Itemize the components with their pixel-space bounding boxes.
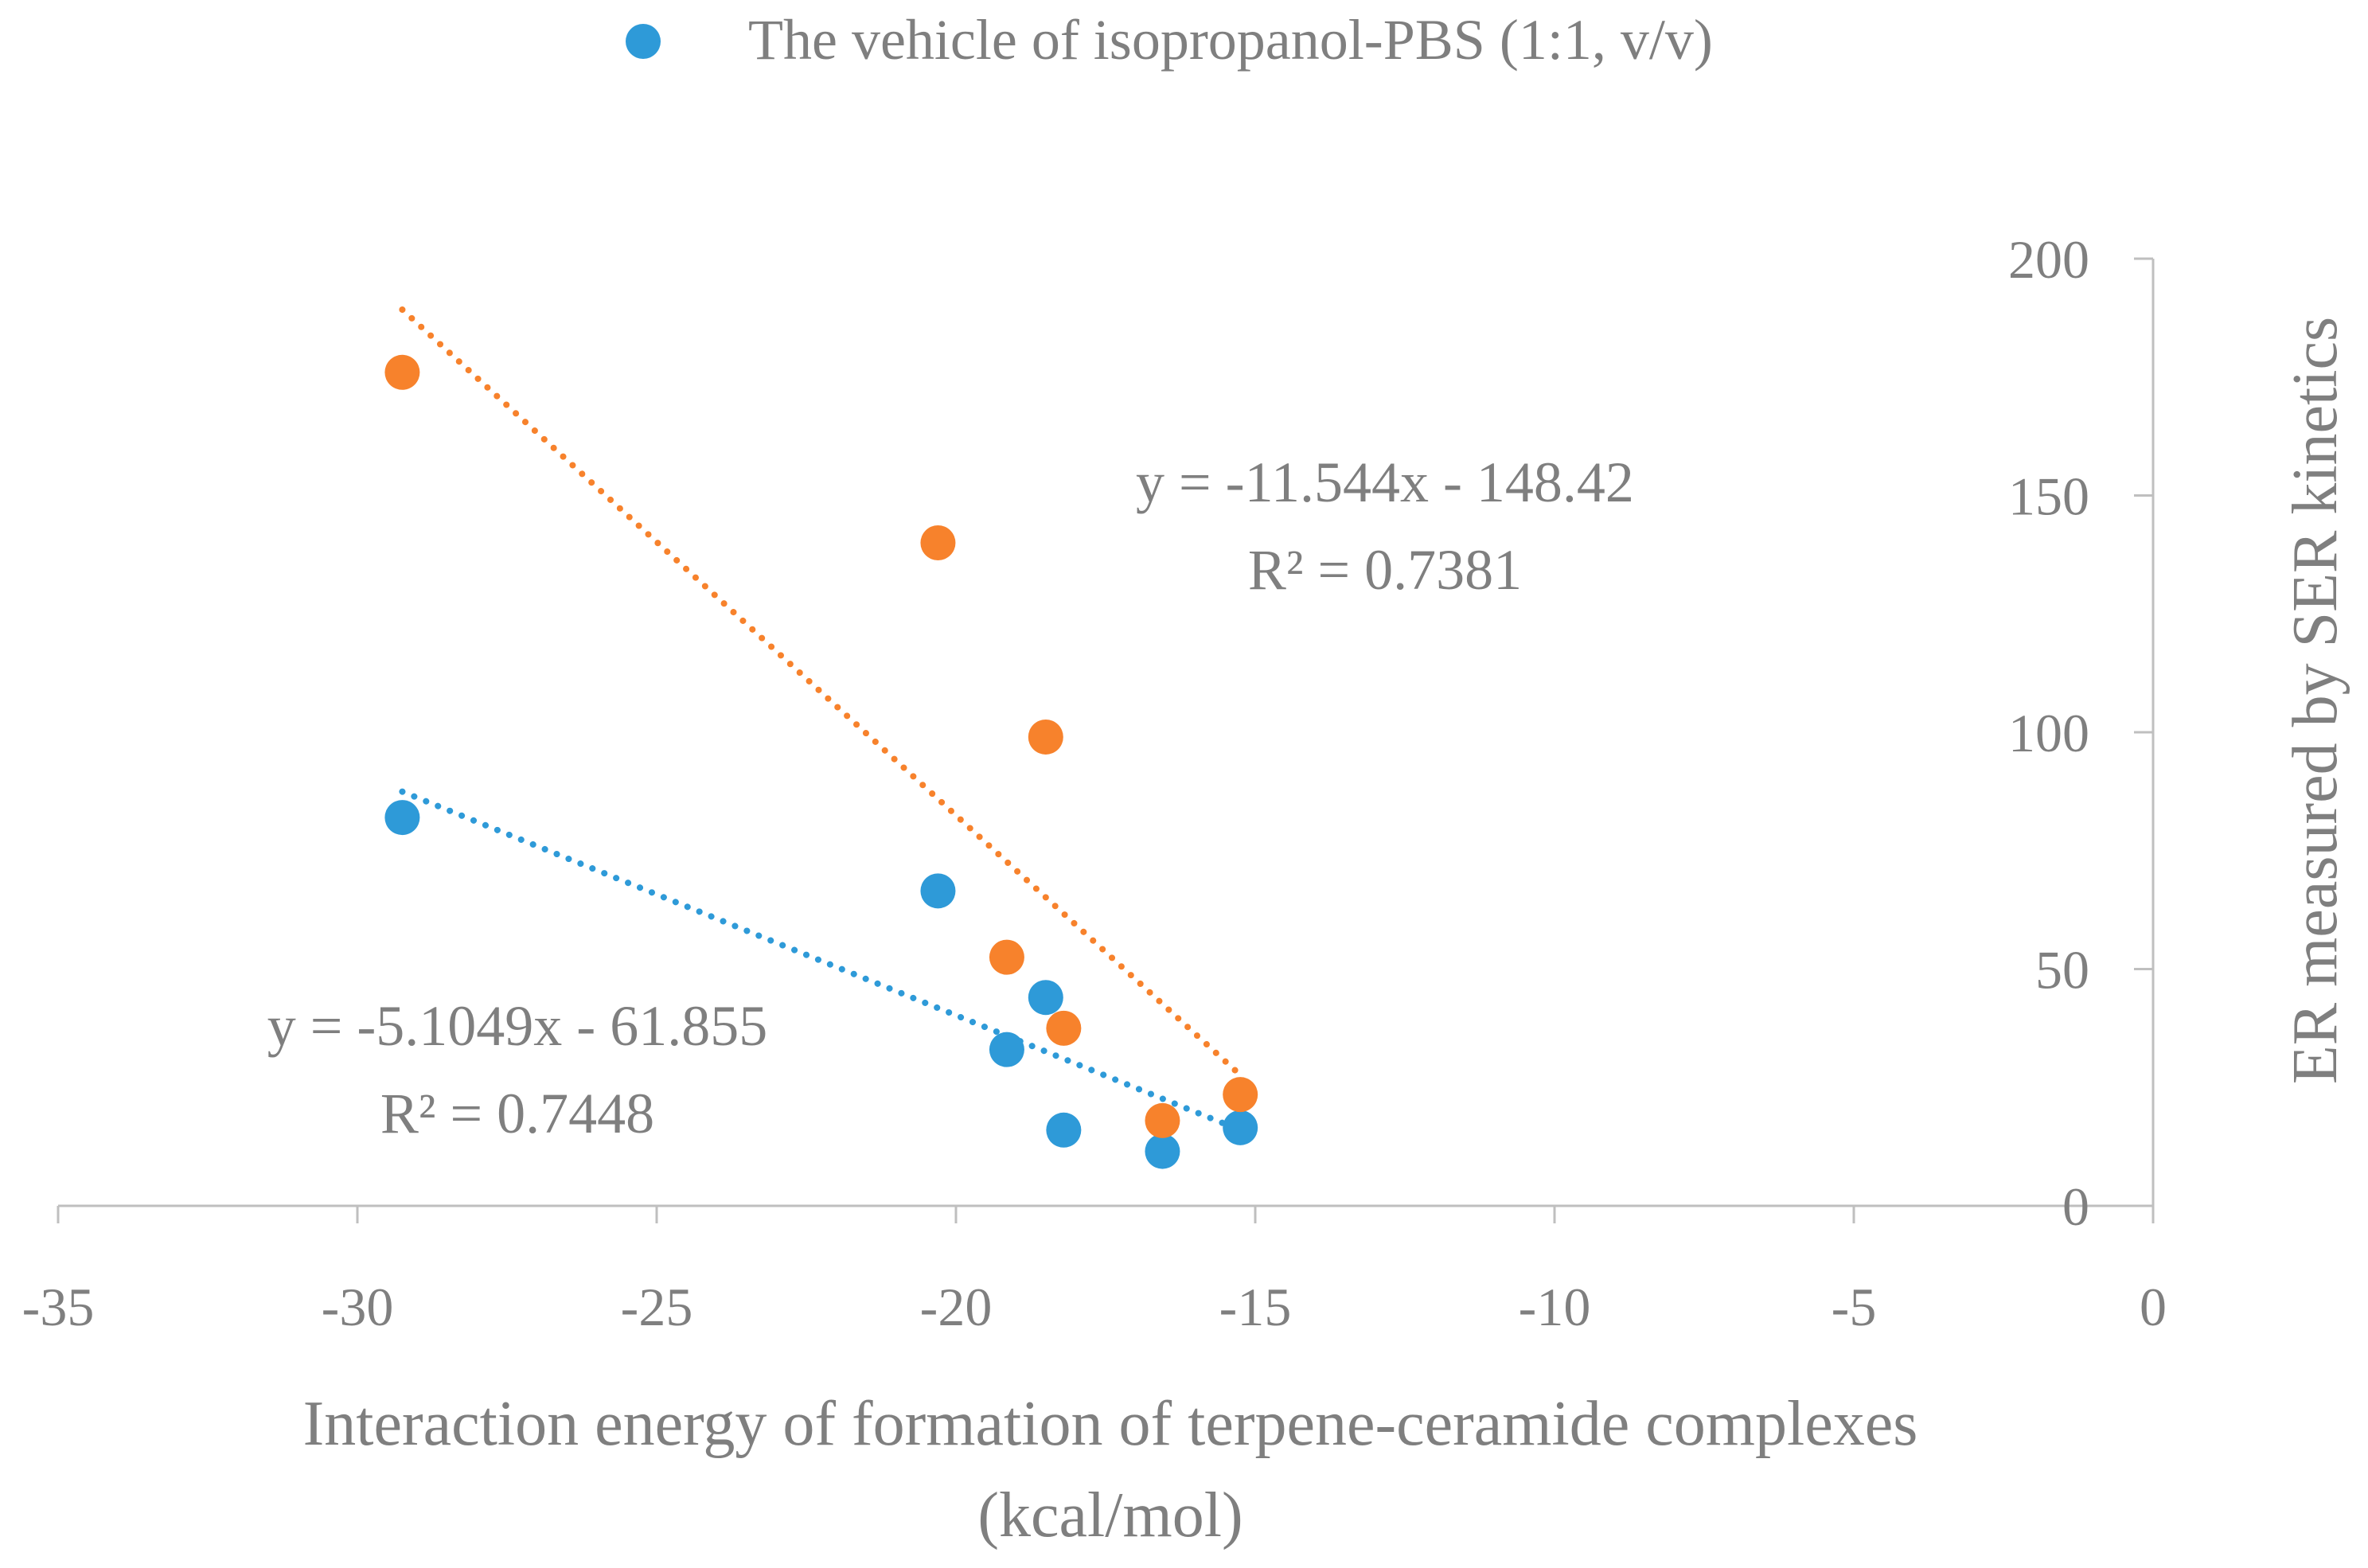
x-axis-title-line-2: (kcal/mol) xyxy=(977,1480,1243,1550)
data-point-series-0 xyxy=(989,1032,1024,1067)
data-points xyxy=(384,354,1258,1169)
data-point-series-0 xyxy=(1046,1112,1082,1148)
x-tick-label: -5 xyxy=(1832,1277,1877,1337)
data-point-series-0 xyxy=(920,873,956,909)
data-point-series-1 xyxy=(920,525,956,560)
y-tick-label: 150 xyxy=(2008,466,2089,527)
y-tick-label: 50 xyxy=(2035,940,2089,1000)
data-point-series-0 xyxy=(1223,1110,1258,1145)
data-point-series-1 xyxy=(384,354,420,390)
axes: -35 -30 -25 -20 -15 -10 -5 00 50 100 150 200 xyxy=(22,229,2167,1337)
x-tick-label: -35 xyxy=(22,1277,95,1337)
blue-trend-r2: R² = 0.7448 xyxy=(380,1082,654,1145)
data-point-series-1 xyxy=(1028,719,1063,755)
data-point-series-1 xyxy=(1145,1102,1180,1138)
x-tick-label: -25 xyxy=(621,1277,693,1337)
legend: The vehicle of isopropanol-PBS (1:1, v/v… xyxy=(626,8,1713,72)
trendlines xyxy=(399,306,1244,1133)
data-point-series-1 xyxy=(1046,1010,1082,1046)
axis-titles: Interaction energy of formation of terpe… xyxy=(303,317,2350,1550)
data-point-series-0 xyxy=(1145,1133,1180,1169)
orange-trend-equation: y = -11.544x - 148.42 xyxy=(1136,451,1634,514)
y-tick-label: 0 xyxy=(2062,1176,2089,1237)
y-tick-label: 100 xyxy=(2008,703,2089,763)
data-point-series-1 xyxy=(989,939,1024,975)
trendline-annotations: y = -11.544x - 148.42 R² = 0.7381 y = -5… xyxy=(267,451,1634,1145)
trendline-1 xyxy=(399,306,1244,1078)
y-axis-title: ER measured by SER kinetics xyxy=(2280,317,2350,1084)
x-tick-label: 0 xyxy=(2140,1277,2167,1337)
orange-trend-r2: R² = 0.7381 xyxy=(1248,538,1522,602)
legend-label: The vehicle of isopropanol-PBS (1:1, v/v… xyxy=(748,8,1713,72)
x-axis-title-line-1: Interaction energy of formation of terpe… xyxy=(303,1389,1918,1459)
trendline-0 xyxy=(399,788,1244,1133)
data-point-series-0 xyxy=(384,800,420,836)
x-tick-label: -20 xyxy=(920,1277,993,1337)
blue-trend-equation: y = -5.1049x - 61.855 xyxy=(267,994,768,1058)
x-tick-label: -30 xyxy=(322,1277,394,1337)
legend-marker xyxy=(626,24,661,59)
x-tick-label: -15 xyxy=(1219,1277,1292,1337)
y-tick-label: 200 xyxy=(2008,229,2089,290)
data-point-series-0 xyxy=(1028,980,1063,1016)
data-point-series-1 xyxy=(1223,1077,1258,1113)
x-tick-label: -10 xyxy=(1519,1277,1591,1337)
